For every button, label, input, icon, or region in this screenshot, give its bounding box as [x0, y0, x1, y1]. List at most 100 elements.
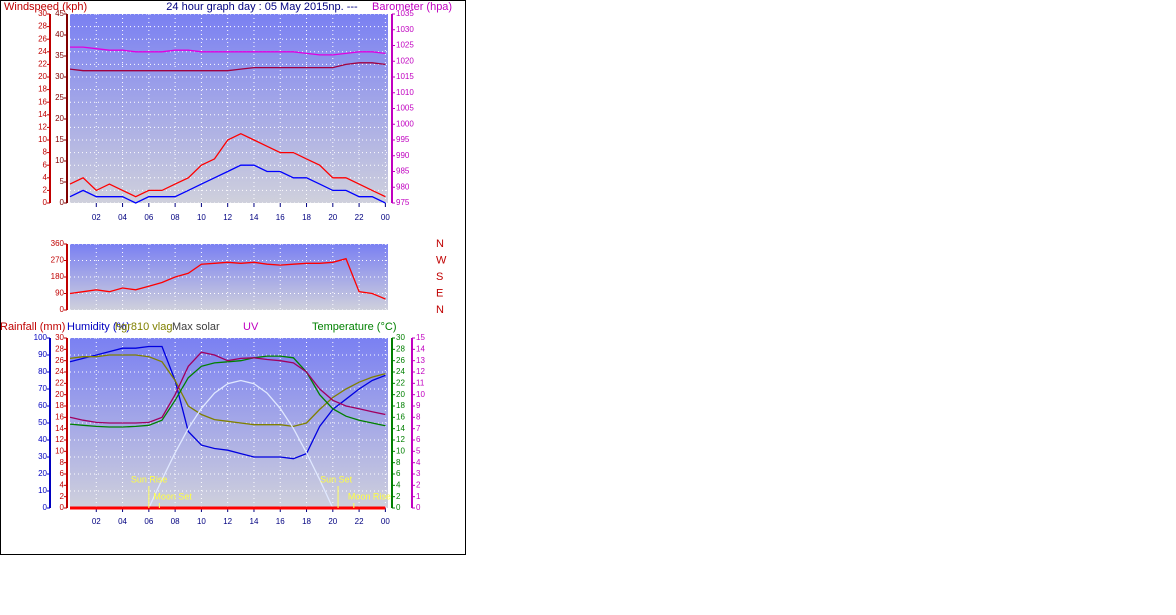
y-tick-label: 14	[55, 424, 64, 433]
x-tick-label: 20	[328, 213, 337, 222]
y-tick-label: 15	[416, 333, 425, 342]
y-tick-label: N	[436, 238, 444, 250]
y-tick-label: 180	[51, 272, 65, 281]
legend-label: Max solar	[172, 321, 220, 333]
y-tick-label: 4	[396, 480, 401, 489]
plot-area	[70, 244, 388, 310]
y-tick-label: 18	[396, 401, 405, 410]
y-tick-label: 20	[396, 390, 405, 399]
x-tick-label: 06	[144, 213, 153, 222]
annotation: Sun Set	[320, 474, 353, 484]
y-tick-label: 0	[396, 503, 401, 512]
y-tick-label: 45	[55, 9, 64, 18]
y-tick-label: 60	[38, 401, 47, 410]
y-tick-label: 4	[60, 480, 65, 489]
y-tick-label: 16	[38, 97, 47, 106]
x-tick-label: 04	[118, 517, 127, 526]
y-tick-label: 1015	[396, 72, 414, 81]
y-tick-label: 100	[34, 333, 48, 342]
y-tick-label: 24	[38, 47, 47, 56]
y-tick-label: 1005	[396, 104, 414, 113]
axis-label: UV	[243, 321, 259, 333]
y-tick-label: 70	[38, 384, 47, 393]
y-tick-label: E	[436, 287, 443, 299]
y-tick-label: 28	[396, 344, 405, 353]
y-tick-label: 9	[416, 401, 421, 410]
x-tick-label: 16	[276, 213, 285, 222]
y-tick-label: 980	[396, 182, 410, 191]
y-tick-label: 90	[55, 289, 64, 298]
y-tick-label: 1035	[396, 9, 414, 18]
y-tick-label: 0	[60, 198, 65, 207]
annotation: Sun Rise	[131, 474, 168, 484]
x-tick-label: 22	[355, 517, 364, 526]
y-tick-label: 14	[38, 110, 47, 119]
y-tick-label: 0	[43, 503, 48, 512]
y-tick-label: 30	[55, 333, 64, 342]
y-tick-label: 10	[38, 135, 47, 144]
x-tick-label: 02	[92, 517, 101, 526]
y-tick-label: 18	[55, 401, 64, 410]
series-line	[70, 46, 386, 56]
y-tick-label: 5	[416, 446, 421, 455]
y-tick-label: 975	[396, 198, 410, 207]
y-tick-label: 1010	[396, 88, 414, 97]
y-tick-label: 8	[396, 458, 401, 467]
y-tick-label: 40	[55, 30, 64, 39]
x-tick-label: 14	[250, 213, 259, 222]
x-tick-label: 08	[171, 213, 180, 222]
y-tick-label: 7	[416, 424, 421, 433]
y-tick-label: 10	[38, 486, 47, 495]
y-tick-label: 14	[396, 424, 405, 433]
x-tick-label: 10	[197, 213, 206, 222]
x-tick-label: 18	[302, 517, 311, 526]
y-tick-label: 1030	[396, 25, 414, 34]
y-tick-label: 20	[55, 114, 64, 123]
x-tick-label: 12	[223, 213, 232, 222]
y-tick-label: 10	[55, 156, 64, 165]
y-tick-label: S	[436, 271, 443, 283]
x-tick-label: 00	[381, 213, 390, 222]
chart-title: 24 hour graph day : 05 May 2015np. ---	[166, 1, 358, 13]
x-tick-label: 18	[302, 213, 311, 222]
y-tick-label: 10	[55, 446, 64, 455]
y-tick-label: 8	[43, 148, 48, 157]
x-tick-label: 08	[171, 517, 180, 526]
y-tick-label: 30	[38, 9, 47, 18]
y-tick-label: 24	[396, 367, 405, 376]
y-tick-label: 985	[396, 167, 410, 176]
y-tick-label: 24	[55, 367, 64, 376]
x-tick-label: 04	[118, 213, 127, 222]
y-tick-label: 360	[51, 239, 65, 248]
y-tick-label: 1020	[396, 56, 414, 65]
y-tick-label: 10	[416, 390, 425, 399]
y-tick-label: 12	[396, 435, 405, 444]
y-tick-label: 0	[60, 503, 65, 512]
y-tick-label: 995	[396, 135, 410, 144]
y-tick-label: 30	[38, 452, 47, 461]
y-tick-label: 1000	[396, 119, 414, 128]
annotation: Moon Rise	[348, 491, 391, 501]
y-tick-label: 20	[38, 469, 47, 478]
y-tick-label: 8	[60, 458, 65, 467]
y-tick-label: N	[436, 304, 444, 316]
x-tick-label: 12	[223, 517, 232, 526]
y-tick-label: 2	[43, 186, 48, 195]
x-tick-label: 16	[276, 517, 285, 526]
y-tick-label: 12	[55, 435, 64, 444]
series-line	[69, 355, 386, 428]
y-tick-label: 20	[38, 72, 47, 81]
y-tick-label: 4	[43, 173, 48, 182]
series-line	[69, 351, 386, 424]
x-tick-label: 02	[92, 213, 101, 222]
annotation: Moon Set	[153, 491, 192, 501]
x-tick-label: 00	[381, 517, 390, 526]
series-line	[69, 257, 386, 300]
series-line	[69, 132, 386, 198]
y-tick-label: W	[436, 254, 447, 266]
y-tick-label: 8	[416, 412, 421, 421]
y-tick-label: 4	[416, 458, 421, 467]
y-tick-label: 25	[55, 93, 64, 102]
y-tick-label: 30	[55, 72, 64, 81]
